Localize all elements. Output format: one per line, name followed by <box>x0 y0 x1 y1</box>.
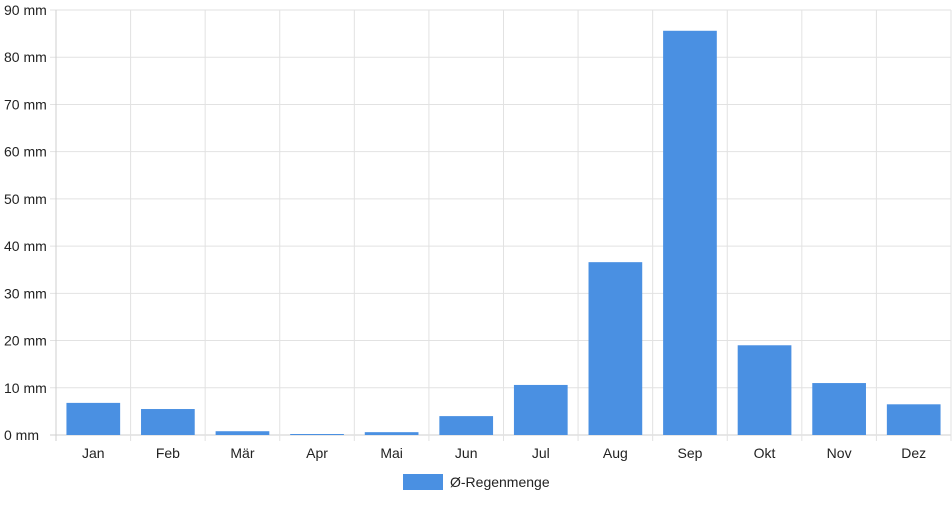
x-tick-label: Apr <box>306 445 328 461</box>
bar-okt[interactable] <box>737 345 792 435</box>
bar-jul[interactable] <box>513 384 568 435</box>
x-tick-label: Okt <box>754 445 776 461</box>
y-axis-ticks: 0 mm 10 mm 20 mm 30 mm 40 mm 50 mm 60 mm 70 mm 8… <box>4 2 47 443</box>
y-tick-label: 10 mm <box>4 380 47 396</box>
bar-nov[interactable] <box>812 383 866 435</box>
grid-layer <box>50 9 952 441</box>
y-tick-label: 20 mm <box>4 333 47 349</box>
y-tick-label: 80 mm <box>4 49 47 65</box>
x-tick-label: Sep <box>677 445 702 461</box>
y-tick-label: 50 mm <box>4 191 47 207</box>
x-tick-label: Jul <box>532 445 550 461</box>
bar-jun[interactable] <box>439 416 494 435</box>
bar-sep[interactable] <box>663 30 717 436</box>
x-tick-label: Nov <box>827 445 852 461</box>
bar-aug[interactable] <box>588 262 643 435</box>
y-tick-label: 60 mm <box>4 144 47 160</box>
y-tick-label: 90 mm <box>4 2 47 18</box>
legend-label[interactable]: Ø-Regenmenge <box>450 474 550 490</box>
x-tick-label: Feb <box>156 445 180 461</box>
legend[interactable]: Ø-Regenmenge <box>403 474 550 490</box>
bar-apr[interactable] <box>290 434 344 435</box>
x-tick-label: Jun <box>455 445 478 461</box>
y-tick-label: 0 mm <box>4 427 39 443</box>
x-axis-ticks: Jan Feb Mär Apr Mai Jun Jul Aug Sep Okt Nov Dez <box>82 445 926 461</box>
x-tick-label: Mai <box>380 445 403 461</box>
legend-swatch[interactable] <box>403 474 443 490</box>
x-tick-label: Aug <box>603 445 628 461</box>
bar-mai[interactable] <box>364 432 419 435</box>
bar-dez[interactable] <box>886 404 941 435</box>
bars-layer <box>66 30 941 436</box>
bar-feb[interactable] <box>141 409 195 435</box>
bar-mär[interactable] <box>215 431 270 435</box>
y-tick-label: 40 mm <box>4 238 47 254</box>
x-tick-label: Dez <box>901 445 926 461</box>
x-tick-label: Jan <box>82 445 105 461</box>
bar-jan[interactable] <box>66 402 121 435</box>
y-tick-label: 70 mm <box>4 96 47 112</box>
x-tick-label: Mär <box>230 445 254 461</box>
y-tick-label: 30 mm <box>4 285 47 301</box>
